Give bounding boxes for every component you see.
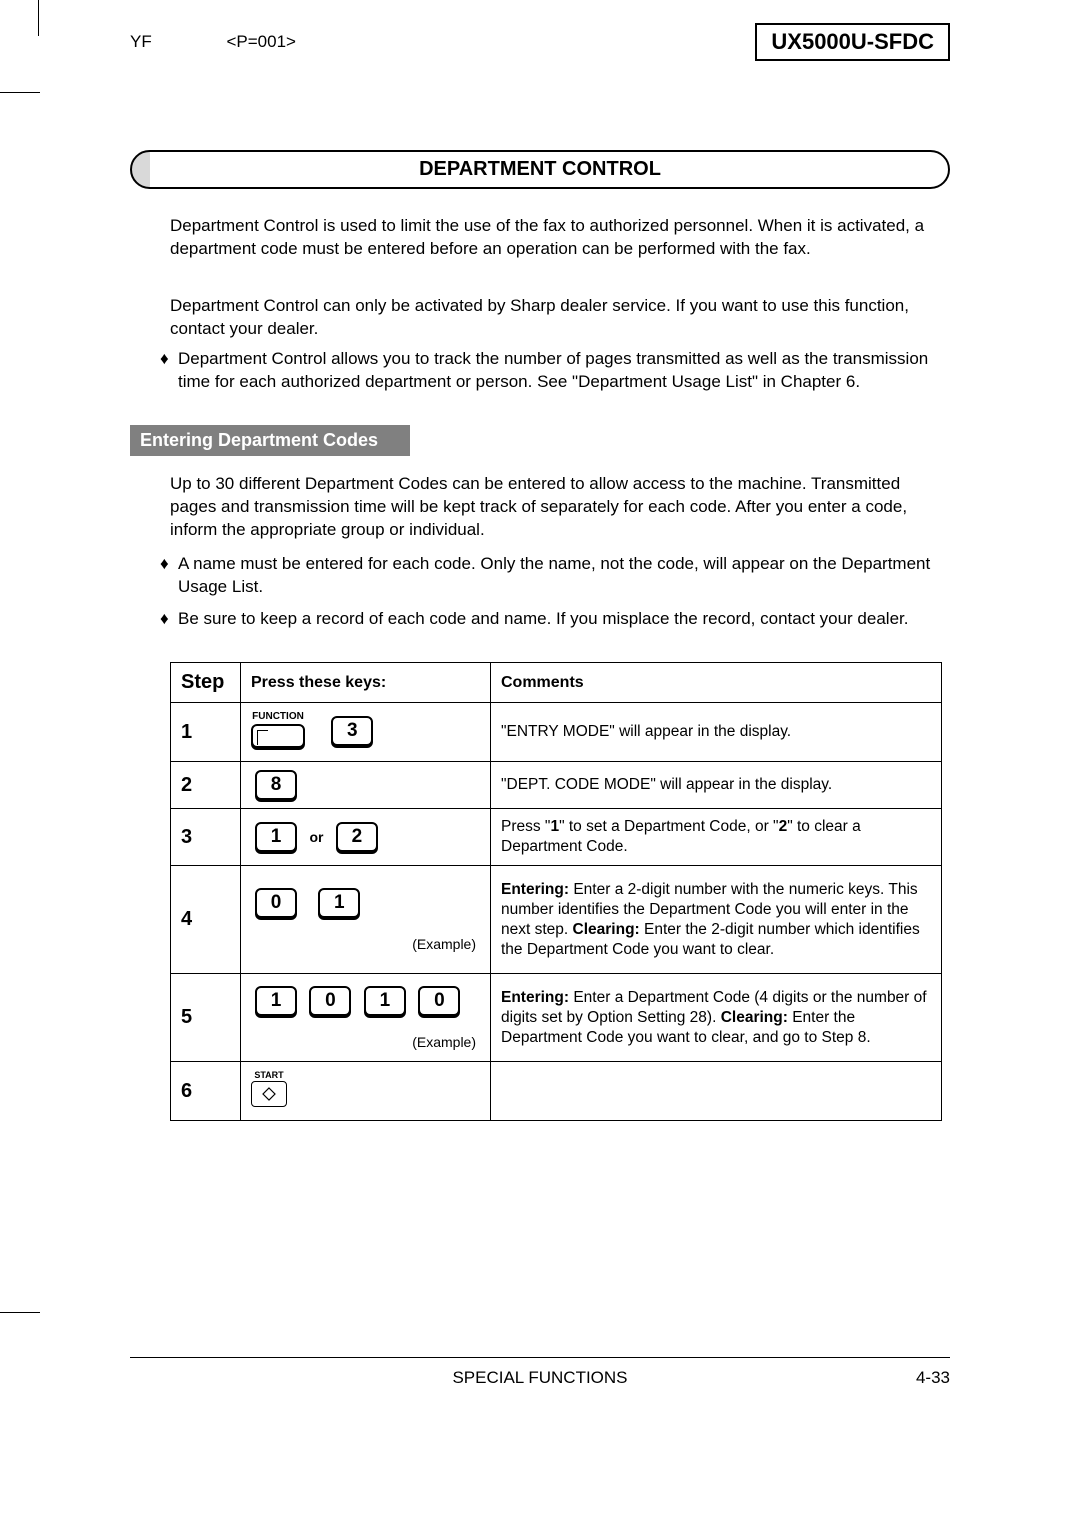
header-code: YF [130, 32, 152, 51]
comment-cell [491, 1062, 942, 1121]
numeric-key: 0 [255, 888, 297, 918]
keys-cell: 0 1 (Example) [241, 866, 491, 974]
crop-mark [0, 92, 40, 93]
or-label: or [309, 829, 323, 845]
numeric-key: 1 [318, 888, 360, 918]
keys-cell: 8 [241, 762, 491, 809]
start-label: START [251, 1070, 287, 1080]
header-page-marker: <P=001> [226, 32, 296, 51]
col-header-comments: Comments [491, 663, 942, 703]
step-number: 2 [171, 762, 241, 809]
steps-table: Step Press these keys: Comments 1 FUNCTI… [170, 662, 942, 1121]
section-title: DEPARTMENT CONTROL [130, 150, 950, 189]
subheading: Entering Department Codes [130, 425, 410, 456]
table-row: 3 1 or 2 Press "1" to set a Department C… [171, 809, 942, 866]
footer-section: SPECIAL FUNCTIONS [130, 1368, 950, 1388]
numeric-key: 1 [255, 822, 297, 852]
numeric-key: 0 [418, 986, 460, 1016]
function-key-icon [251, 724, 305, 748]
keys-cell: 1 or 2 [241, 809, 491, 866]
example-label: (Example) [251, 936, 480, 952]
model-number: UX5000U-SFDC [755, 23, 950, 61]
step-number: 1 [171, 703, 241, 762]
page-header: YF <P=001> UX5000U-SFDC [130, 22, 950, 62]
bullet-item: ♦Department Control allows you to track … [178, 348, 942, 394]
comment-cell: Entering: Enter a 2-digit number with th… [491, 866, 942, 974]
bullet-icon: ♦ [160, 553, 178, 576]
table-row: 6 START [171, 1062, 942, 1121]
numeric-key: 3 [331, 716, 373, 746]
numeric-key: 1 [255, 986, 297, 1016]
bullet-icon: ♦ [160, 348, 178, 371]
example-label: (Example) [251, 1034, 480, 1050]
col-header-keys: Press these keys: [241, 663, 491, 703]
table-row: 2 8 "DEPT. CODE MODE" will appear in the… [171, 762, 942, 809]
paragraph: Department Control can only be activated… [170, 295, 942, 341]
table-header-row: Step Press these keys: Comments [171, 663, 942, 703]
bullet-icon: ♦ [160, 608, 178, 631]
table-row: 4 0 1 (Example) Entering: Enter a 2-digi… [171, 866, 942, 974]
numeric-key: 1 [364, 986, 406, 1016]
keys-cell: START [241, 1062, 491, 1121]
bullet-text: Be sure to keep a record of each code an… [178, 609, 908, 628]
step-number: 5 [171, 974, 241, 1062]
comment-cell: Entering: Enter a Department Code (4 dig… [491, 974, 942, 1062]
keys-cell: 1 0 1 0 (Example) [241, 974, 491, 1062]
page-content: YF <P=001> UX5000U-SFDC DEPARTMENT CONTR… [80, 0, 1000, 1528]
step-number: 6 [171, 1062, 241, 1121]
keys-cell: FUNCTION 3 [241, 703, 491, 762]
numeric-key: 8 [255, 770, 297, 800]
numeric-key: 0 [309, 986, 351, 1016]
crop-mark [0, 1312, 40, 1313]
col-header-step: Step [171, 663, 241, 703]
bullet-text: Department Control allows you to track t… [178, 349, 928, 391]
bullet-text: A name must be entered for each code. On… [178, 554, 930, 596]
paragraph: Department Control is used to limit the … [170, 215, 942, 261]
step-number: 3 [171, 809, 241, 866]
paragraph: Up to 30 different Department Codes can … [170, 473, 942, 542]
bullet-item: ♦Be sure to keep a record of each code a… [178, 608, 942, 631]
header-left: YF <P=001> [130, 32, 366, 52]
bullet-item: ♦A name must be entered for each code. O… [178, 553, 942, 599]
comment-cell: Press "1" to set a Department Code, or "… [491, 809, 942, 866]
comment-cell: "ENTRY MODE" will appear in the display. [491, 703, 942, 762]
page-footer: SPECIAL FUNCTIONS 4-33 [130, 1357, 950, 1388]
start-key-icon [251, 1081, 287, 1107]
table-row: 5 1 0 1 0 (Example) Entering: Enter a De… [171, 974, 942, 1062]
table-row: 1 FUNCTION 3 "ENTRY MODE" will appear in… [171, 703, 942, 762]
step-number: 4 [171, 866, 241, 974]
comment-cell: "DEPT. CODE MODE" will appear in the dis… [491, 762, 942, 809]
function-label: FUNCTION [251, 711, 305, 722]
crop-mark [38, 0, 39, 36]
numeric-key: 2 [336, 822, 378, 852]
